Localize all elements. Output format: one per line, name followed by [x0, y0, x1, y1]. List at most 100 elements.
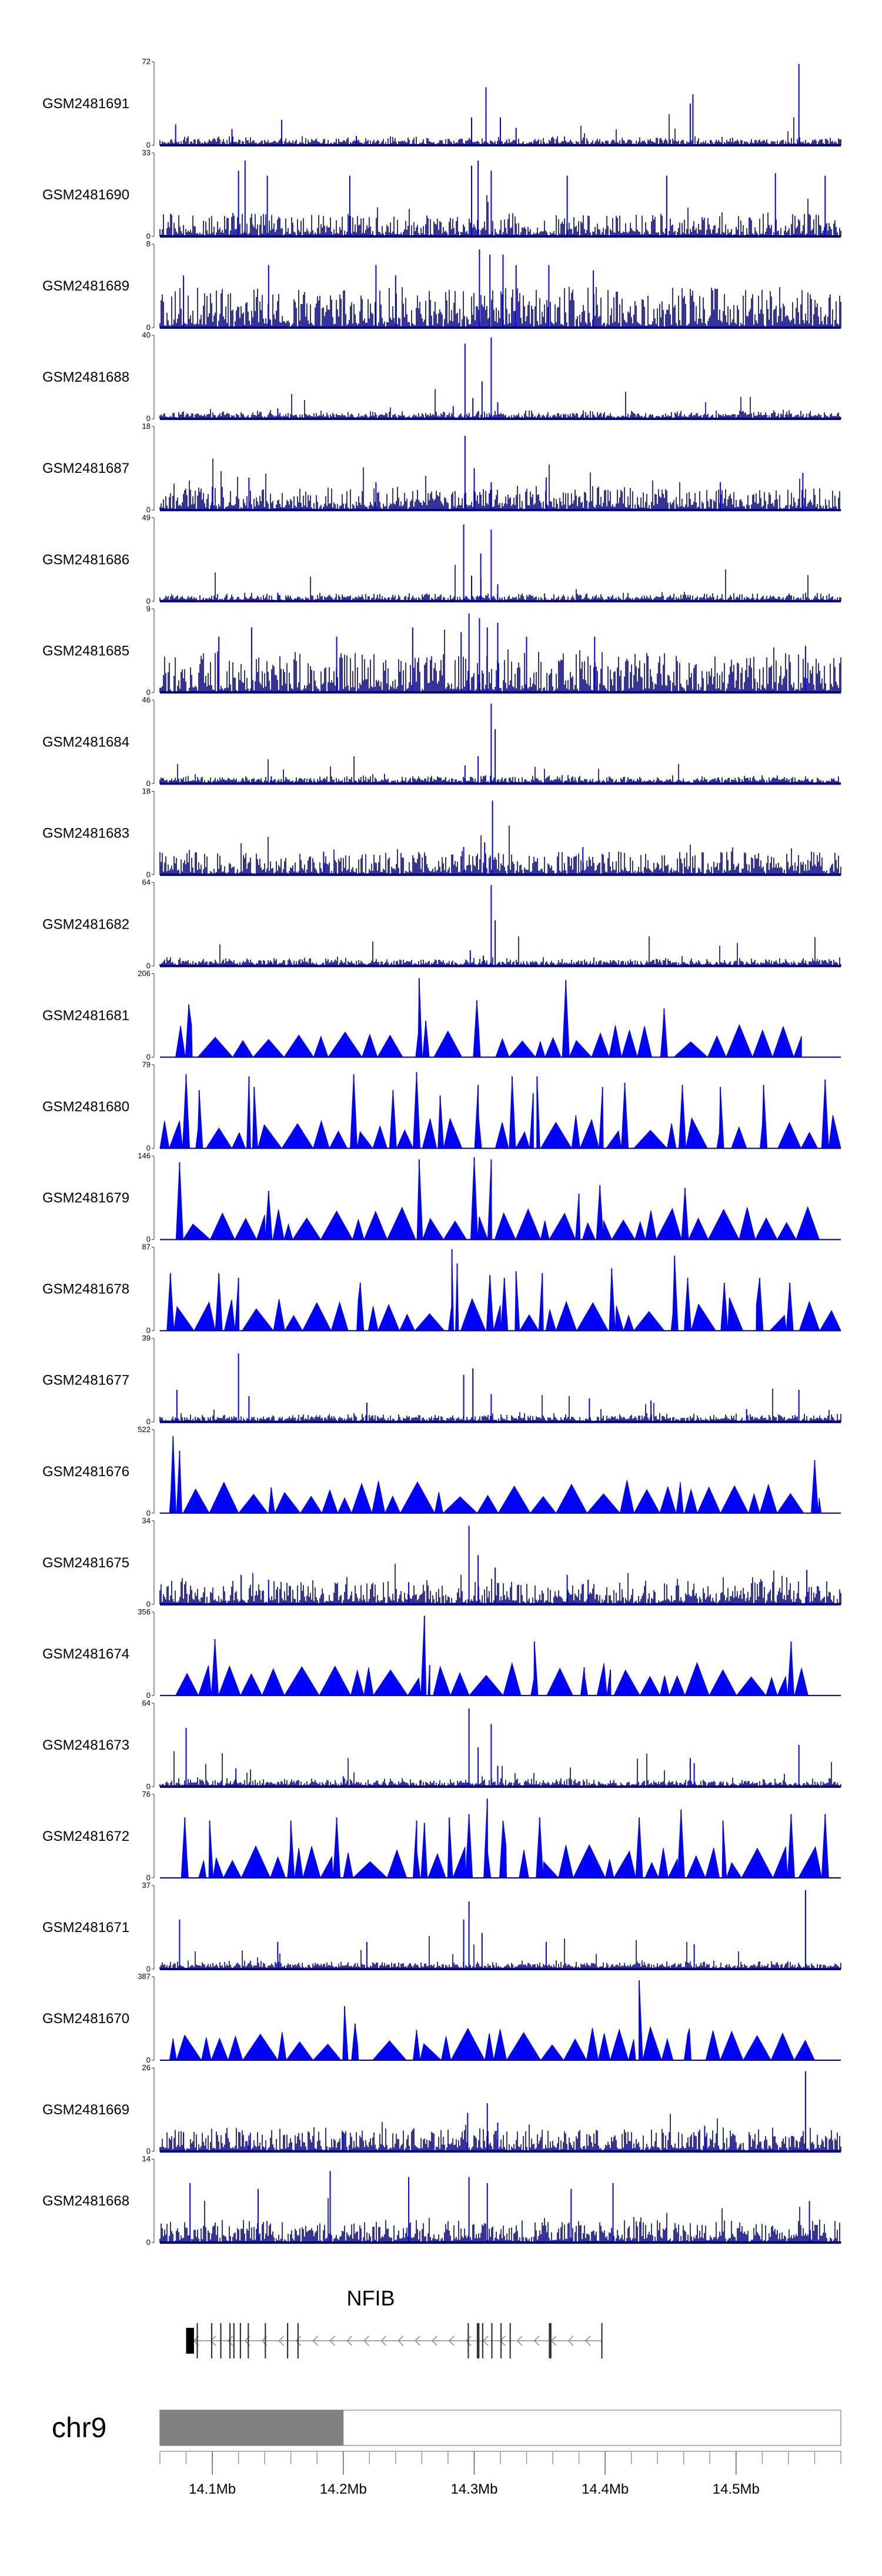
exon [265, 2323, 266, 2358]
strand-arrow [584, 2335, 591, 2346]
track-GSM2481675: GSM2481675 34 0 [42, 1516, 841, 1609]
y-axis-zero-label: 0 [146, 1235, 151, 1244]
exon [482, 2323, 483, 2358]
y-axis-max-label: 72 [142, 57, 151, 66]
track-name-label: GSM2481685 [42, 643, 129, 659]
y-axis-max-label: 14 [142, 2154, 151, 2163]
track-GSM2481682: GSM2481682 64 0 [42, 877, 841, 970]
exon [186, 2328, 194, 2354]
track-GSM2481680: GSM2481680 79 0 [42, 1060, 841, 1153]
strand-arrow [533, 2335, 540, 2346]
exon [549, 2323, 552, 2358]
track-GSM2481686: GSM2481686 49 0 [42, 513, 841, 605]
track-name-label: GSM2481677 [42, 1373, 129, 1389]
track-GSM2481668: GSM2481668 14 0 [42, 2154, 841, 2247]
coverage-bars [159, 756, 841, 784]
strand-arrow [278, 2335, 285, 2346]
track-GSM2481676: GSM2481676 522 0 [42, 1425, 841, 1517]
track-name-label: GSM2481689 [42, 278, 129, 294]
y-axis-zero-label: 0 [146, 596, 151, 605]
coverage-area [159, 1072, 841, 1150]
coverage-area [159, 1249, 841, 1332]
track-GSM2481677: GSM2481677 39 0 [42, 1334, 841, 1426]
y-axis-zero-label: 0 [146, 1509, 151, 1517]
y-axis-max-label: 76 [142, 1790, 151, 1798]
exon [220, 2323, 222, 2358]
exon [239, 2323, 241, 2358]
track-GSM2481669: GSM2481669 26 0 [42, 2063, 841, 2155]
y-axis-zero-label: 0 [146, 1144, 151, 1153]
track-name-label: GSM2481678 [42, 1282, 129, 1297]
y-axis-zero-label: 0 [146, 1964, 151, 1973]
y-axis-max-label: 18 [142, 786, 151, 795]
strand-arrow [312, 2335, 319, 2346]
y-axis-zero-label: 0 [146, 1600, 151, 1609]
y-axis-max-label: 26 [142, 2063, 151, 2072]
coverage-bars [159, 1936, 841, 1969]
y-axis-zero-label: 0 [146, 961, 151, 970]
chromosome-highlight [159, 2410, 344, 2446]
y-axis-max-label: 87 [142, 1243, 151, 1252]
coverage-bars [159, 565, 841, 602]
track-GSM2481672: GSM2481672 76 0 [42, 1790, 841, 1882]
exon [233, 2323, 235, 2358]
track-name-label: GSM2481688 [42, 369, 129, 385]
coverage-bars [159, 1751, 841, 1787]
exon [500, 2323, 502, 2358]
track-name-label: GSM2481673 [42, 1737, 129, 1753]
chromosome-label: chr9 [52, 2413, 106, 2444]
tick-label: 14.1Mb [189, 2481, 236, 2497]
track-GSM2481681: GSM2481681 206 0 [42, 969, 841, 1062]
exon [601, 2323, 603, 2358]
y-axis-zero-label: 0 [146, 1417, 151, 1426]
y-axis-zero-label: 0 [146, 505, 151, 514]
track-name-label: GSM2481684 [42, 734, 129, 750]
tick-label: 14.5Mb [713, 2481, 760, 2497]
gene-name-label: NFIB [346, 2286, 395, 2310]
strand-arrow [363, 2335, 369, 2346]
coverage-bars [159, 2114, 841, 2152]
strand-arrow [516, 2335, 523, 2346]
track-GSM2481683: GSM2481683 18 0 [42, 786, 841, 879]
y-axis-max-label: 522 [138, 1425, 151, 1434]
track-name-label: GSM2481674 [42, 1646, 129, 1662]
strand-arrow [449, 2335, 455, 2346]
y-axis-max-label: 49 [142, 513, 151, 522]
y-axis-max-label: 40 [142, 331, 151, 339]
y-axis-max-label: 206 [138, 969, 151, 978]
y-axis-zero-label: 0 [146, 2238, 151, 2247]
exon [196, 2323, 198, 2358]
track-name-label: GSM2481675 [42, 1555, 129, 1571]
y-axis-max-label: 33 [142, 148, 151, 157]
coverage-area [159, 1436, 822, 1514]
gene-track: NFIB [186, 2286, 603, 2358]
track-GSM2481679: GSM2481679 146 0 [42, 1152, 841, 1244]
track-name-label: GSM2481668 [42, 2193, 129, 2209]
y-axis-max-label: 356 [138, 1607, 151, 1616]
tick-label: 14.4Mb [582, 2481, 629, 2497]
y-axis-zero-label: 0 [146, 2147, 151, 2155]
coverage-area [175, 1798, 834, 1879]
track-name-label: GSM2481687 [42, 461, 129, 476]
y-axis-zero-label: 0 [146, 323, 151, 332]
coverage-bars [159, 936, 841, 966]
y-axis-zero-label: 0 [146, 2056, 151, 2064]
y-axis-max-label: 34 [142, 1516, 151, 1525]
strand-arrow [415, 2335, 420, 2346]
track-GSM2481674: GSM2481674 356 0 [42, 1607, 841, 1700]
exon [491, 2323, 493, 2358]
track-name-label: GSM2481670 [42, 2011, 129, 2027]
strand-arrow [227, 2335, 233, 2346]
exon [229, 2323, 231, 2358]
track-name-label: GSM2481691 [42, 96, 129, 112]
track-GSM2481684: GSM2481684 46 0 [42, 695, 841, 788]
coverage-bars [159, 389, 841, 419]
exon [297, 2323, 299, 2358]
exon [211, 2323, 213, 2358]
exon [467, 2323, 469, 2358]
y-axis-zero-label: 0 [146, 232, 151, 241]
y-axis-max-label: 18 [142, 422, 151, 431]
y-axis-zero-label: 0 [146, 1326, 151, 1335]
y-axis-zero-label: 0 [146, 1782, 151, 1791]
